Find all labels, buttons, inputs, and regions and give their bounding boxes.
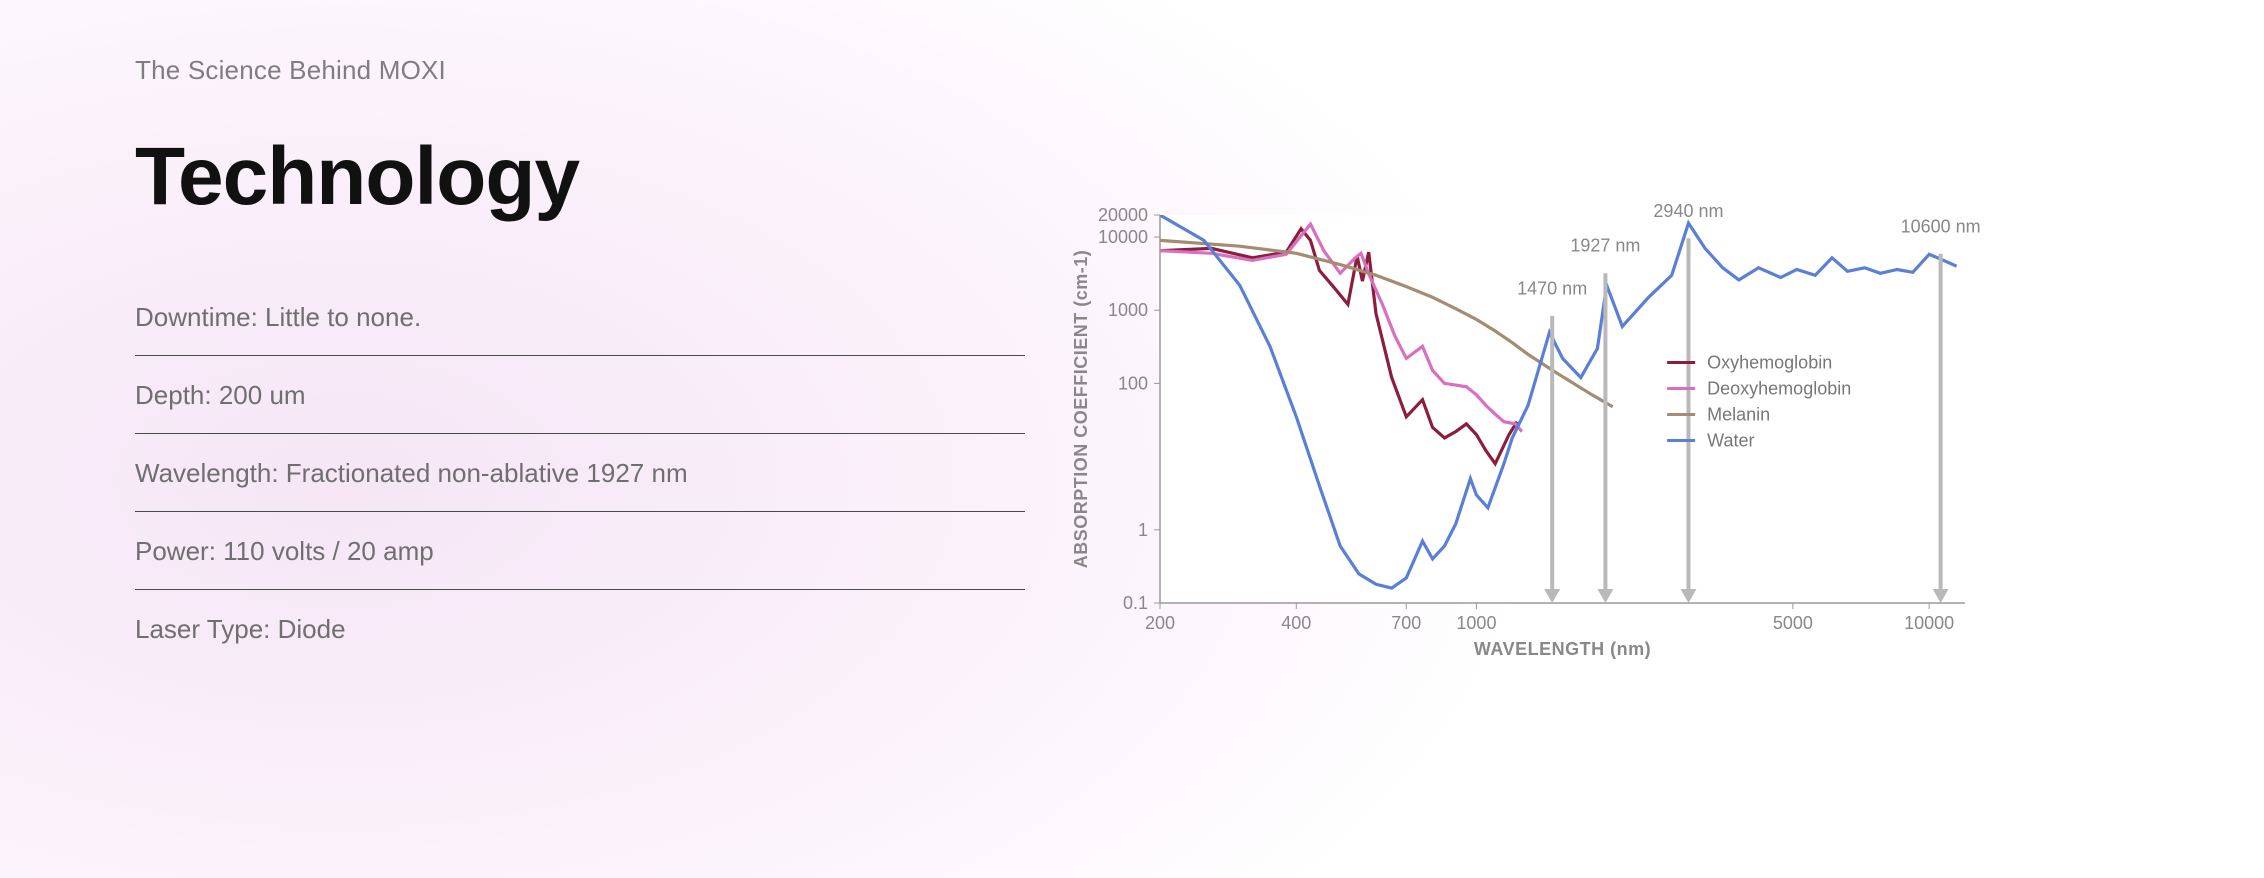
wavelength-marker-label: 1470 nm: [1517, 278, 1587, 298]
wavelength-marker-label: 1927 nm: [1570, 236, 1640, 256]
x-tick-label: 400: [1281, 613, 1311, 633]
legend-label: Melanin: [1707, 404, 1770, 424]
spec-label: Laser Type: [135, 614, 278, 644]
x-tick-label: 5000: [1773, 613, 1813, 633]
eyebrow-text: The Science Behind MOXI: [135, 55, 1025, 86]
spec-row: WavelengthFractionated non-ablative 1927…: [135, 434, 1025, 512]
legend-label: Oxyhemoglobin: [1707, 352, 1832, 372]
spec-list: DowntimeLittle to none.Depth200 umWavele…: [135, 278, 1025, 667]
legend-label: Water: [1707, 430, 1754, 450]
spec-value: Diode: [278, 614, 346, 644]
legend-label: Deoxyhemoglobin: [1707, 378, 1851, 398]
spec-row: Power110 volts / 20 amp: [135, 512, 1025, 590]
page-title: Technology: [135, 130, 1025, 224]
spec-value: Little to none.: [265, 302, 421, 332]
x-tick-label: 1000: [1456, 613, 1496, 633]
spec-label: Wavelength: [135, 458, 286, 488]
spec-value: Fractionated non-ablative 1927 nm: [286, 458, 688, 488]
y-tick-label: 10000: [1098, 227, 1148, 247]
y-tick-label: 20000: [1098, 205, 1148, 225]
y-tick-label: 100: [1118, 373, 1148, 393]
spec-label: Power: [135, 536, 223, 566]
x-tick-label: 10000: [1904, 613, 1954, 633]
y-tick-label: 0.1: [1123, 593, 1148, 613]
absorption-chart: 0.11100100010000200002004007001000500010…: [1065, 205, 1985, 665]
spec-label: Downtime: [135, 302, 265, 332]
y-tick-label: 1000: [1108, 300, 1148, 320]
spec-value: 110 volts / 20 amp: [223, 536, 434, 566]
spec-value: 200 um: [219, 380, 306, 410]
x-axis-title: WAVELENGTH (nm): [1474, 639, 1651, 659]
spec-row: Depth200 um: [135, 356, 1025, 434]
spec-label: Depth: [135, 380, 219, 410]
y-axis-title: ABSORPTION COEFFICIENT (cm-1): [1071, 250, 1091, 569]
x-tick-label: 700: [1391, 613, 1421, 633]
y-tick-label: 1: [1138, 520, 1148, 540]
wavelength-marker-label: 10600 nm: [1901, 216, 1981, 236]
x-tick-label: 200: [1145, 613, 1175, 633]
spec-row: Laser TypeDiode: [135, 590, 1025, 667]
wavelength-marker-label: 2940 nm: [1653, 201, 1723, 221]
spec-row: DowntimeLittle to none.: [135, 278, 1025, 356]
